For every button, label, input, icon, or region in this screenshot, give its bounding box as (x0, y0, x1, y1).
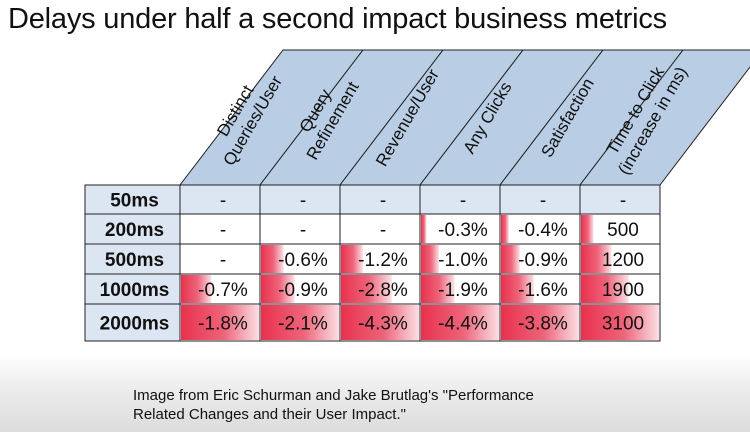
row-label-cell (84, 213, 181, 245)
heat-bar (581, 275, 629, 303)
heat-bar (501, 305, 579, 340)
table-cell (579, 184, 661, 215)
caption-line-1: Image from Eric Schurman and Jake Brutla… (133, 387, 534, 404)
cell-value: -2.8% (358, 280, 408, 301)
table-cell (179, 184, 261, 215)
heat-bar (261, 275, 295, 303)
cell-value: - (380, 220, 386, 241)
cell-value: -1.0% (438, 250, 488, 271)
cell-value: - (220, 220, 226, 241)
table-cell (339, 184, 421, 215)
cell-value: 1200 (602, 250, 644, 271)
heat-bar (421, 215, 427, 243)
table-cell (419, 184, 501, 215)
heat-bar (581, 245, 612, 273)
cell-value: -1.6% (518, 280, 568, 301)
cell-value: 1900 (602, 280, 644, 301)
slide-title: Delays under half a second impact busine… (8, 3, 667, 35)
cell-value: - (380, 191, 386, 212)
heat-bar (341, 305, 419, 340)
footer-band (0, 355, 750, 432)
heat-bar (181, 275, 212, 303)
heat-bar (501, 245, 520, 273)
cell-value: -0.4% (518, 220, 568, 241)
image-caption: Image from Eric Schurman and Jake Brutla… (133, 386, 653, 424)
heat-bar (421, 275, 455, 303)
cell-value: - (460, 191, 466, 212)
row-label-1000ms: 1000ms (100, 280, 170, 301)
cell-value: -2.1% (278, 314, 328, 335)
row-label-2000ms: 2000ms (100, 314, 170, 335)
table-cell (339, 213, 421, 245)
heat-bar (341, 275, 392, 303)
cell-value: - (220, 191, 226, 212)
cell-value: -0.3% (438, 220, 488, 241)
cell-value: -1.9% (438, 280, 488, 301)
cell-value: -3.8% (518, 314, 568, 335)
table-cell (499, 184, 581, 215)
cell-value: 500 (607, 220, 639, 241)
heat-bar (261, 245, 284, 273)
table-cell (419, 213, 501, 245)
cell-value: - (620, 191, 626, 212)
cell-value: -1.2% (358, 250, 408, 271)
cell-value: -0.7% (198, 280, 248, 301)
table-cell (259, 213, 341, 245)
cell-value: - (540, 191, 546, 212)
heat-bar (581, 305, 659, 340)
heat-bar (501, 275, 534, 303)
heat-bar (581, 215, 594, 243)
heat-bar (261, 305, 339, 340)
cell-value: -0.6% (278, 250, 328, 271)
heat-bar (421, 305, 499, 340)
heat-bar (341, 245, 363, 273)
row-label-200ms: 200ms (105, 220, 164, 241)
cell-value: - (300, 220, 306, 241)
cell-value: -4.3% (358, 314, 408, 335)
row-label-50ms: 50ms (110, 191, 159, 212)
cell-value: -4.4% (438, 314, 488, 335)
cell-value: -0.9% (518, 250, 568, 271)
cell-value: - (220, 250, 226, 271)
table-cell (179, 243, 261, 275)
cell-value: - (300, 191, 306, 212)
row-label-cell (84, 184, 181, 215)
cell-value: -1.8% (198, 314, 248, 335)
heat-bar (181, 305, 259, 340)
cell-value: 3100 (602, 314, 644, 335)
table-cell (499, 213, 581, 245)
caption-line-2: Related Changes and their User Impact." (133, 406, 406, 423)
row-label-500ms: 500ms (105, 250, 164, 271)
heat-bar (501, 215, 509, 243)
heat-bar (421, 245, 439, 273)
cell-value: -0.9% (278, 280, 328, 301)
row-label-cell (84, 303, 181, 342)
